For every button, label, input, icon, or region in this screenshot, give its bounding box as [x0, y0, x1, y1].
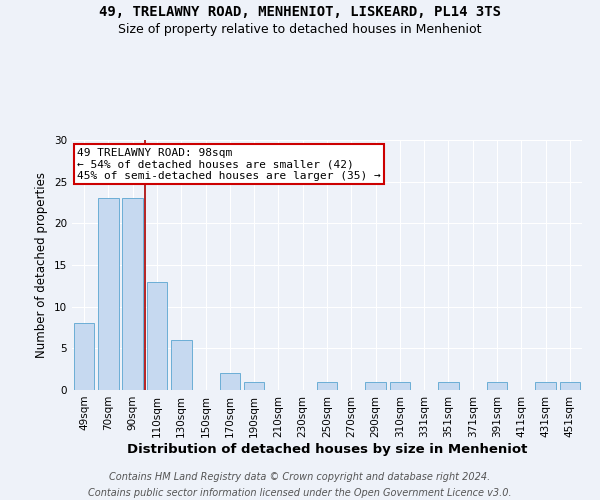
Text: 49, TRELAWNY ROAD, MENHENIOT, LISKEARD, PL14 3TS: 49, TRELAWNY ROAD, MENHENIOT, LISKEARD, … [99, 5, 501, 19]
Bar [389, 382, 410, 390]
Bar [317, 382, 337, 390]
Bar [365, 382, 386, 390]
Bar [438, 382, 459, 390]
Y-axis label: Number of detached properties: Number of detached properties [35, 172, 49, 358]
Bar [146, 282, 167, 390]
Bar [98, 198, 119, 390]
Bar [122, 198, 143, 390]
Bar [560, 382, 580, 390]
Text: Contains public sector information licensed under the Open Government Licence v3: Contains public sector information licen… [88, 488, 512, 498]
Text: Size of property relative to detached houses in Menheniot: Size of property relative to detached ho… [118, 22, 482, 36]
Bar [487, 382, 508, 390]
Bar [535, 382, 556, 390]
Text: Distribution of detached houses by size in Menheniot: Distribution of detached houses by size … [127, 442, 527, 456]
Bar [171, 340, 191, 390]
Bar [220, 374, 240, 390]
Text: 49 TRELAWNY ROAD: 98sqm
← 54% of detached houses are smaller (42)
45% of semi-de: 49 TRELAWNY ROAD: 98sqm ← 54% of detache… [77, 148, 381, 180]
Text: Contains HM Land Registry data © Crown copyright and database right 2024.: Contains HM Land Registry data © Crown c… [109, 472, 491, 482]
Bar [244, 382, 265, 390]
Bar [74, 324, 94, 390]
